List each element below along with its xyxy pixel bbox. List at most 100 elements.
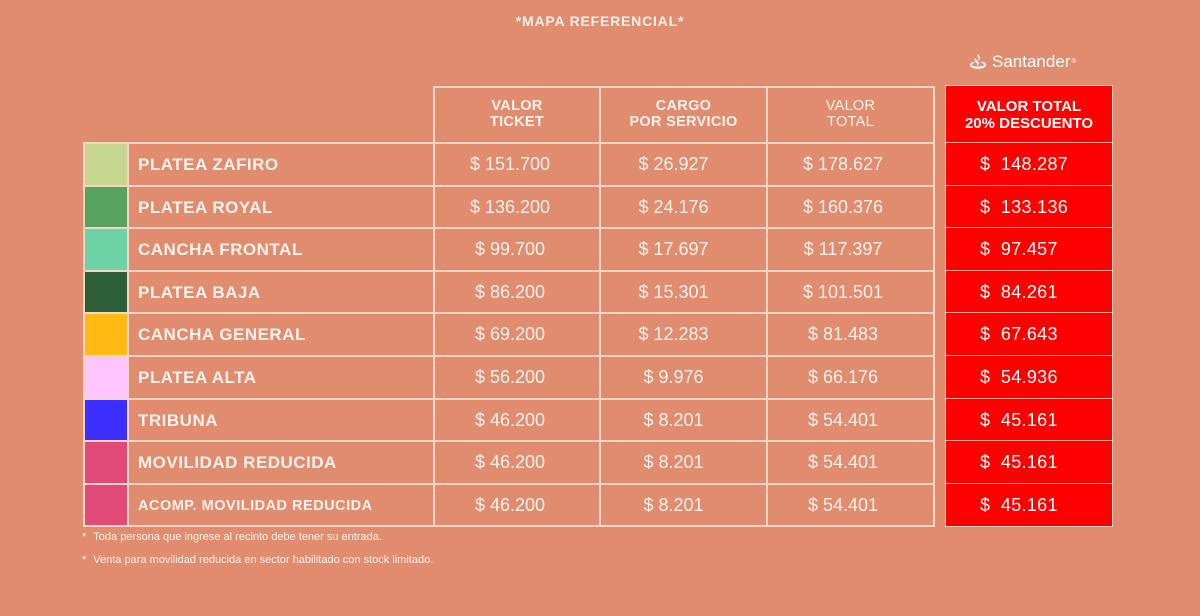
valor-ticket: $ 46.200 [474,452,546,473]
valor-ticket: $ 46.200 [474,409,546,430]
sector-label: PLATEA ZAFIRO [138,155,279,174]
header-valor-descuento: VALOR TOTAL 20% DESCUENTO [946,98,1112,132]
header-line: TICKET [489,114,545,130]
valor-total: $ 54.401 [807,452,879,473]
sector-color-swatch [85,357,127,398]
cargo-servicio: $ 15.301 [638,281,709,302]
grid-line [83,142,934,144]
valor-ticket: $ 86.200 [474,281,546,302]
grid-line [83,525,934,528]
discount-column [946,86,1112,526]
header-line: VALOR TOTAL [976,98,1082,115]
valor-descuento: $ 45.161 [980,409,1058,430]
page-title: *MAPA REFERENCIAL* [515,13,685,29]
sector-color-swatch [85,144,127,185]
grid-line [766,86,768,527]
bullet: * [82,554,87,566]
brand-name: Santander [992,52,1071,71]
footnote-text: Venta para movilidad reducida en sector … [93,554,434,566]
grid-line [83,355,934,357]
sector-label: MOVILIDAD REDUCIDA [138,453,337,473]
grid-line [933,86,935,527]
footnote: * Toda persona que ingrese al recinto deb… [82,531,382,543]
valor-total: $ 66.176 [807,367,879,387]
valor-ticket: $ 151.700 [469,154,551,174]
cargo-servicio: $ 24.176 [638,196,709,217]
grid-line [83,142,85,527]
valor-descuento: $ 67.643 [980,324,1058,345]
header-valor-ticket: VALOR TICKET [435,98,599,130]
grid-line [946,482,1112,484]
header-line: POR SERVICIO [629,114,738,130]
valor-ticket: $ 99.700 [474,239,546,260]
valor-descuento: $ 45.161 [980,494,1058,515]
grid-line [946,142,1112,143]
grid-line [83,440,934,443]
valor-descuento: $ 54.936 [980,367,1058,387]
header-line: TOTAL [827,114,874,130]
header-line: VALOR [491,98,543,114]
sector-color-swatch [85,314,127,355]
valor-ticket: $ 46.200 [474,494,546,515]
cargo-servicio: $ 26.927 [638,154,709,174]
cargo-servicio: $ 12.283 [638,324,709,345]
valor-total: $ 54.401 [807,409,879,430]
grid-line [946,184,1112,186]
cargo-servicio: $ 8.201 [643,452,704,473]
sector-label: PLATEA ALTA [138,368,257,387]
sector-label: ACOMP. MOVILIDAD REDUCIDA [138,497,373,514]
grid-line [946,440,1112,442]
grid-line [946,397,1112,399]
footnote-text: Toda persona que ingrese al recinto debe… [93,531,382,543]
header-cargo-servicio: CARGO POR SERVICIO [601,98,766,130]
valor-total: $ 178.627 [802,154,884,174]
grid-line [946,227,1112,229]
grid-line [946,355,1112,356]
cargo-servicio: $ 9.976 [643,367,704,387]
grid-line [946,269,1112,271]
sector-label: TRIBUNA [138,410,218,430]
santander-logo: Santander ® [968,52,1076,72]
header-line: CARGO [655,98,712,114]
grid-line [83,482,934,485]
header-valor-total: VALOR TOTAL [768,98,933,130]
grid-line [433,86,934,88]
footnote: * Venta para movilidad reducida en sector… [82,554,433,566]
valor-descuento: $ 148.287 [980,154,1069,174]
cargo-servicio: $ 8.201 [643,409,704,430]
valor-total: $ 117.397 [803,239,883,260]
grid-line [83,397,934,400]
sector-color-swatch [85,399,127,441]
valor-ticket: $ 136.200 [469,196,551,217]
valor-total: $ 160.376 [802,196,884,217]
grid-line [127,142,129,527]
grid-line [433,86,435,527]
grid-line [946,312,1112,314]
sector-label: PLATEA ROYAL [138,197,273,217]
valor-ticket: $ 69.200 [474,324,546,345]
grid-line [83,227,934,230]
bullet: * [82,531,87,543]
grid-line [83,269,934,272]
valor-descuento: $ 133.136 [980,196,1069,217]
sector-label: CANCHA FRONTAL [138,240,303,260]
sector-color-swatch [85,229,127,270]
grid-line [83,312,934,315]
sector-color-swatch [85,271,127,313]
flame-icon [970,54,986,69]
header-line: 20% DESCUENTO [964,115,1094,132]
valor-total: $ 101.501 [802,281,884,302]
sector-label: CANCHA GENERAL [138,325,306,345]
sector-color-swatch [85,186,127,228]
grid-line [599,86,601,527]
valor-descuento: $ 84.261 [980,281,1058,302]
valor-total: $ 54.401 [807,494,879,515]
registered-mark: ® [1071,59,1076,65]
cargo-servicio: $ 17.697 [638,239,709,260]
valor-ticket: $ 56.200 [474,367,546,387]
valor-total: $ 81.483 [807,324,879,345]
sector-color-swatch [85,442,127,483]
cargo-servicio: $ 8.201 [643,494,704,515]
valor-descuento: $ 45.161 [980,452,1058,473]
sector-color-swatch [85,484,127,526]
